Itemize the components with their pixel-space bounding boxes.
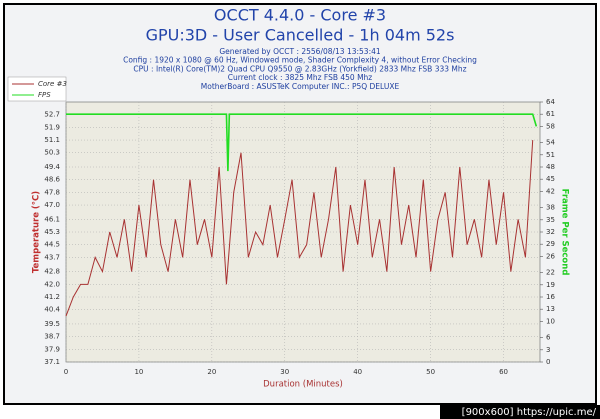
y2-tick-label: 45 [546,175,555,183]
y2-tick-label: 10 [546,317,555,325]
y2-tick-label: 35 [546,216,555,224]
chart-subtitle: GPU:3D - User Cancelled - 1h 04m 52s [146,26,455,45]
legend-label: FPS [38,91,51,99]
y2-tick-label: 38 [546,204,555,212]
y-tick-label: 50.3 [44,149,60,157]
series-line [65,140,534,317]
info-line: Config : 1920 x 1080 @ 60 Hz, Windowed m… [123,56,477,65]
y-tick-label: 48.6 [44,176,60,184]
y2-tick-label: 26 [546,252,555,260]
y2-tick-label: 61 [546,110,555,118]
y2-tick-label: 0 [546,358,550,366]
y2-tick-label: 13 [546,305,555,313]
x-tick-label: 40 [353,368,362,376]
y2-tick-label: 29 [546,240,555,248]
info-line: Current clock : 3825 Mhz FSB 450 Mhz [228,73,373,82]
y2-tick-label: 58 [546,122,555,130]
x-tick-label: 10 [134,368,143,376]
y2-tick-label: 42 [546,187,555,195]
info-line: MotherBoard : ASUSTeK Computer INC.: P5Q… [201,82,400,91]
y2-axis-label: Frame Per Second [560,189,570,276]
y2-tick-label: 54 [546,139,555,147]
y2-tick-label: 3 [546,346,550,354]
y-tick-label: 43.7 [44,253,60,261]
y-tick-label: 40.4 [44,306,60,314]
y-tick-label: 38.7 [44,333,60,341]
x-axis-label: Duration (Minutes) [263,380,343,390]
x-tick-label: 50 [426,368,435,376]
y2-tick-label: 64 [546,98,555,106]
footer-bar [440,405,600,419]
legend-label: Core #3 [38,80,67,88]
legend-box [7,76,67,102]
y-tick-label: 46.1 [44,215,60,223]
info-line: Generated by OCCT : 2556/08/13 13:53:41 [219,47,381,56]
series-line [66,113,538,172]
y-tick-label: 47.8 [44,188,60,196]
y-tick-label: 41.2 [44,293,60,301]
y-tick-label: 37.9 [44,345,60,353]
y2-tick-label: 22 [546,269,555,277]
y-tick-label: 45.3 [44,228,60,236]
y2-tick-label: 32 [546,228,555,236]
y2-tick-label: 16 [546,293,555,301]
info-line: CPU : Intel(R) Core(TM)2 Quad CPU Q9550 … [133,64,466,73]
y-tick-label: 37.1 [44,358,60,366]
y2-tick-label: 51 [546,151,555,159]
y2-tick-label: 6 [546,334,551,342]
y-tick-label: 42.0 [44,280,60,288]
y-tick-label: 44.5 [44,241,60,249]
y2-tick-label: 19 [546,281,555,289]
y-tick-label: 39.5 [44,320,60,328]
y-tick-label: 47.0 [44,201,60,209]
y-tick-label: 49.4 [44,163,60,171]
y-tick-label: 51.1 [44,136,60,144]
x-tick-label: 20 [207,368,216,376]
y-tick-label: 51.9 [44,123,60,131]
chart-title: OCCT 4.4.0 - Core #3 [214,6,386,25]
y-axis-label: Temperature (°C) [32,191,42,273]
footer: [900x600] https://upic.me/ [462,407,597,418]
y2-tick-label: 48 [546,163,555,171]
y-tick-label: 42.8 [44,268,60,276]
x-tick-label: 60 [499,368,508,376]
x-tick-label: 0 [64,368,68,376]
y-tick-label: 52.7 [44,111,60,119]
x-tick-label: 30 [280,368,289,376]
